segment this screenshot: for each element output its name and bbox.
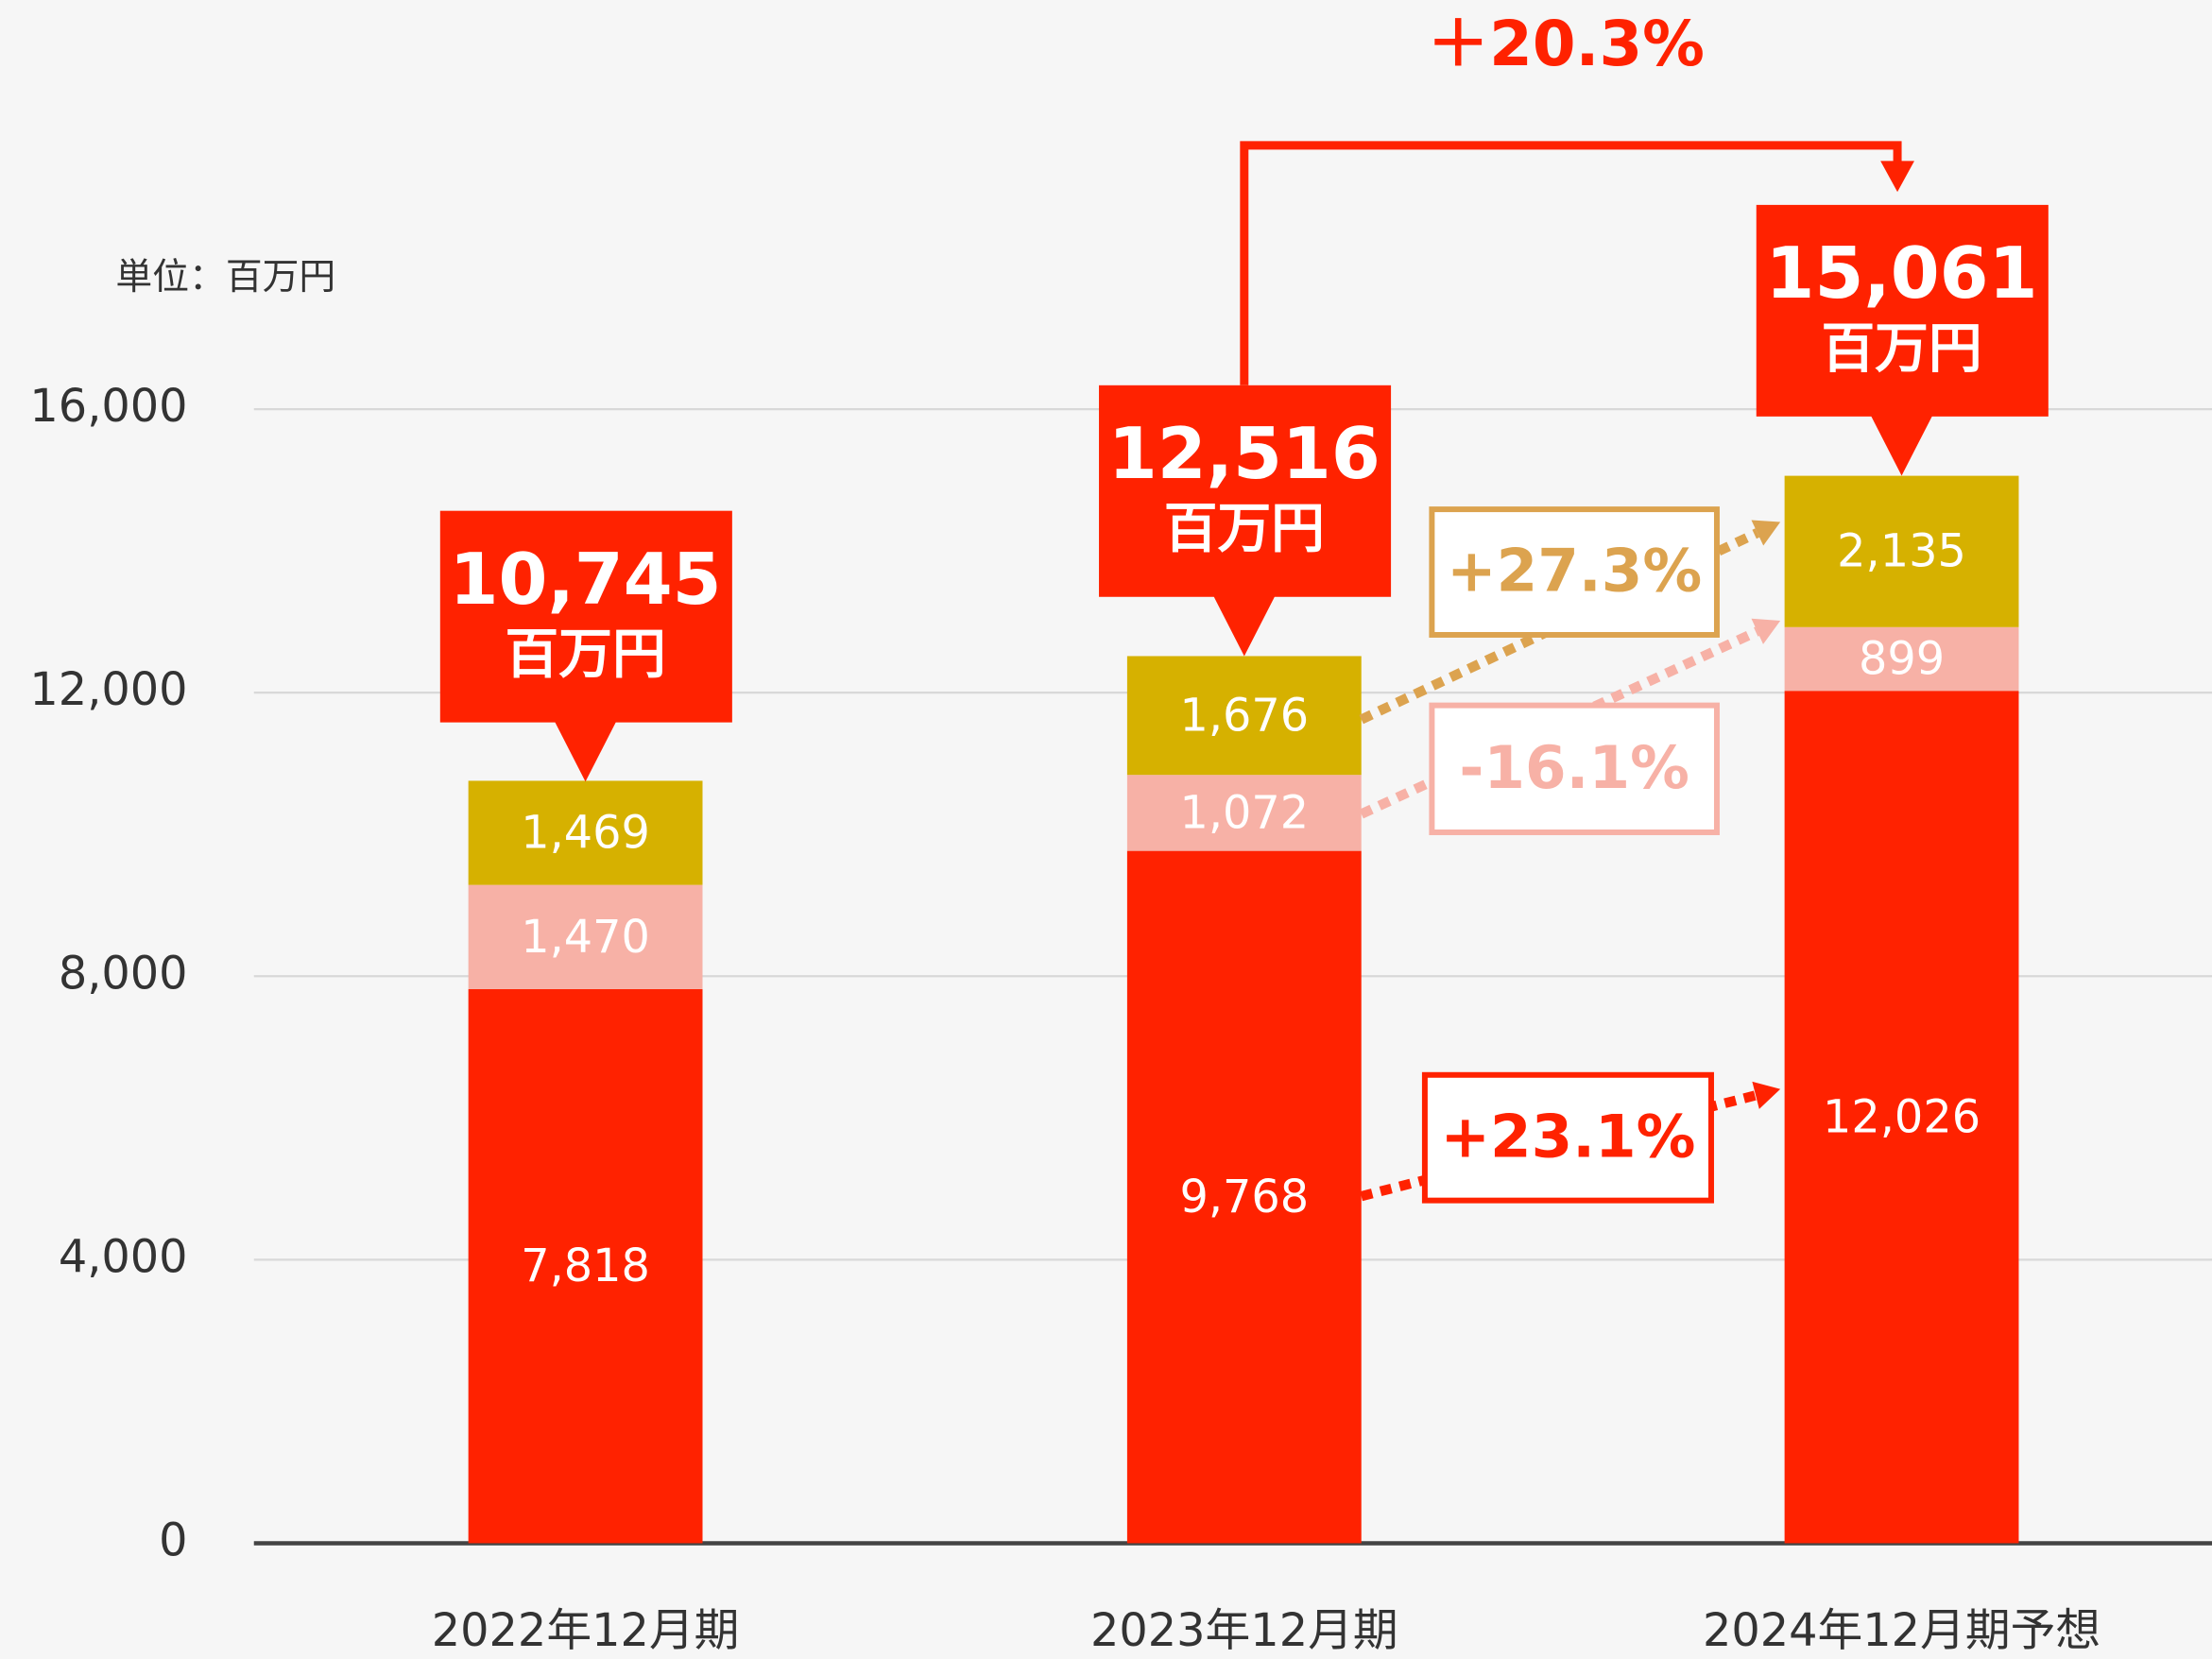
value-label: 12,026 [1823,1091,1981,1143]
total-label: 10,745 [450,539,722,621]
y-tick-label: 16,000 [29,381,187,433]
total-unit: 百万円 [1821,317,1981,380]
overall-arrow [1240,141,1902,385]
total-callout [1756,204,2049,417]
growth-arrowhead [1751,618,1781,644]
x-tick-label: 2023年12月期 [1090,1605,1398,1657]
total-callout [1099,385,1392,597]
growth-label: +23.1% [1440,1102,1695,1171]
y-tick-label: 12,000 [29,664,187,716]
growth-label: -16.1% [1459,733,1689,802]
growth-arrowhead [1752,1081,1781,1109]
total-unit: 百万円 [506,624,666,686]
x-tick-label: 2024年12月期予想 [1703,1605,2101,1657]
total-label: 12,516 [1108,413,1380,495]
value-label: 1,676 [1179,690,1309,742]
bar-segment [1784,691,2019,1544]
value-label: 7,818 [521,1240,650,1292]
value-label: 2,135 [1837,526,1966,578]
bar-segment [468,988,703,1544]
growth-arrowhead [1751,520,1781,546]
bar-segment [1126,775,1362,851]
value-label: 9,768 [1179,1172,1309,1223]
total-pointer [1212,595,1276,657]
unit-label: 単位：百万円 [115,256,335,299]
growth-box [1429,702,1720,835]
growth-box [1429,506,1720,638]
total-unit: 百万円 [1164,498,1325,560]
overall-arrowhead [1880,161,1914,193]
value-label: 899 [1859,633,1945,685]
growth-label: +27.3% [1447,537,1702,606]
y-tick-label: 4,000 [59,1231,188,1283]
y-tick-label: 0 [159,1514,187,1566]
bar-segment [1126,850,1362,1544]
bar-segment [1784,475,2019,627]
total-label: 15,061 [1766,232,2038,315]
bar-segment [1784,626,2019,692]
y-tick-label: 8,000 [59,948,188,1000]
bar-segment [468,780,703,885]
total-pointer [1870,415,1933,476]
bar-segment [468,884,703,989]
overall-growth: ＋20.3% [1427,9,1705,80]
x-tick-label: 2022年12月期 [432,1605,740,1657]
value-label: 1,470 [521,912,650,964]
value-label: 1,469 [521,808,650,860]
growth-box [1421,1071,1714,1204]
total-pointer [554,721,617,782]
bar-segment [1126,656,1362,776]
total-callout [439,510,732,723]
value-label: 1,072 [1179,787,1309,839]
